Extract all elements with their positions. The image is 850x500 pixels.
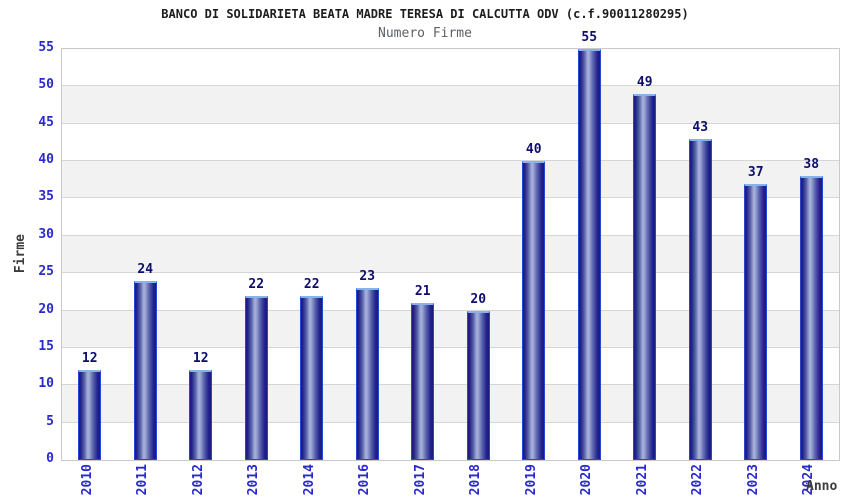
gridline (62, 421, 839, 423)
bar-value-label: 22 (303, 276, 320, 292)
bar-value-label: 20 (470, 291, 487, 307)
gridline (62, 122, 839, 124)
x-tick-label: 2011 (135, 464, 151, 496)
x-tick-label: 2017 (412, 464, 428, 496)
y-tick-label: 55 (38, 40, 54, 55)
y-tick-label: 20 (38, 301, 54, 317)
x-tick-label: 2012 (190, 464, 206, 496)
bar-2011 (133, 280, 157, 460)
bar-2018 (466, 310, 490, 460)
gridline (62, 346, 839, 348)
chart-title: BANCO DI SOLIDARIETA BEATA MADRE TERESA … (161, 7, 689, 21)
y-tick-label: 50 (38, 77, 54, 93)
bar-value-label: 37 (747, 164, 764, 180)
gridline (62, 160, 839, 162)
bar-2022 (688, 138, 712, 460)
chart-subtitle: Numero Firme (378, 26, 472, 41)
y-tick-label: 5 (46, 413, 54, 429)
bar-2013 (244, 295, 268, 460)
gridline (62, 384, 839, 386)
x-tick-label: 2013 (246, 464, 262, 496)
x-tick-label: 2021 (634, 464, 650, 496)
bar-value-label: 55 (581, 30, 598, 45)
y-tick-label: 45 (38, 114, 54, 130)
bar-value-label: 23 (359, 269, 376, 285)
x-tick-label: 2018 (468, 464, 484, 496)
bar-value-label: 21 (414, 284, 431, 300)
y-tick-label: 0 (46, 451, 54, 466)
x-axis-label: Anno (806, 479, 838, 494)
gridline (62, 272, 839, 274)
bar-2019 (522, 161, 546, 460)
bar-value-label: 40 (525, 142, 542, 158)
y-tick-label: 35 (38, 189, 54, 205)
y-axis-ticks: 0 5 10 15 20 25 30 35 40 45 50 55 (0, 40, 54, 466)
bar-2020 (577, 49, 601, 460)
y-tick-label: 25 (38, 264, 54, 280)
x-tick-label: 2022 (690, 464, 706, 496)
bar-2014 (300, 295, 324, 460)
bar-2010 (78, 370, 102, 460)
bar-2021 (633, 93, 657, 460)
gridline (62, 234, 839, 236)
plot-band (62, 161, 839, 199)
x-tick-label: 2010 (79, 464, 95, 496)
y-tick-label: 10 (38, 376, 54, 392)
bar-value-label: 49 (636, 74, 653, 90)
gridline (62, 85, 839, 87)
x-tick-label: 2014 (301, 464, 317, 496)
x-tick-label: 2016 (357, 464, 373, 496)
plot-band (62, 235, 839, 274)
bar-value-label: 38 (803, 157, 820, 173)
x-tick-label: 2023 (745, 464, 761, 496)
x-axis-ticks: 2010 2011 2012 2013 2014 2016 2017 2018 2019 2020… (61, 461, 840, 500)
bar-value-label: 22 (248, 276, 265, 292)
gridline (62, 309, 839, 311)
y-tick-label: 30 (38, 226, 54, 242)
y-tick-label: 15 (38, 338, 54, 354)
plot-area: 12 24 12 22 22 23 21 20 40 55 49 43 37 38 (61, 30, 840, 461)
bar-value-label: 12 (192, 351, 209, 367)
bar-2016 (355, 288, 379, 460)
x-tick-label: 2019 (523, 464, 539, 496)
y-tick-label: 40 (38, 152, 54, 168)
bar-2023 (744, 183, 768, 460)
gridline (62, 197, 839, 199)
bar-2017 (411, 303, 435, 460)
bar-value-label: 43 (692, 119, 709, 135)
plot-band (62, 385, 839, 423)
bar-value-label: 12 (81, 351, 98, 367)
bar-value-label: 24 (137, 261, 154, 277)
x-tick-label: 2020 (579, 464, 595, 496)
bar-2024 (799, 176, 823, 460)
plot-band (62, 310, 839, 348)
bar-2012 (189, 370, 213, 460)
plot-band (62, 86, 839, 124)
